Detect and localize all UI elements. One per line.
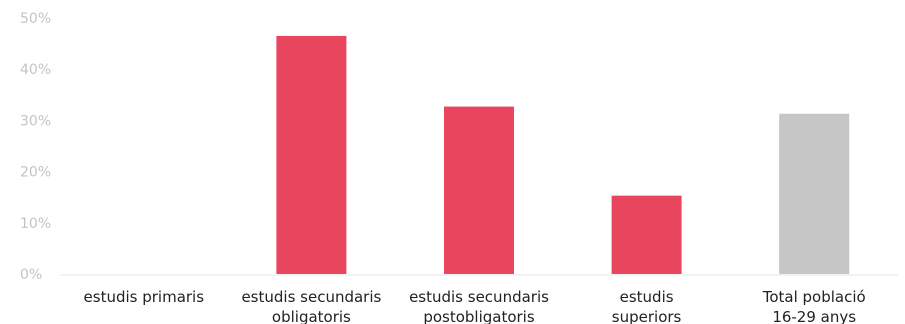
x-tick-label-line: estudis secundaris bbox=[241, 288, 381, 306]
x-tick-label: estudis secundaris obligatoris bbox=[241, 288, 381, 324]
x-tick-label-line: obligatoris bbox=[272, 308, 351, 324]
bar bbox=[611, 195, 682, 274]
bar bbox=[444, 106, 514, 275]
x-tick-label-line: estudis bbox=[620, 288, 674, 306]
y-tick-label: 10% bbox=[20, 216, 51, 232]
x-tick-label: estudis superiors bbox=[612, 288, 682, 324]
x-tick-label-line: estudis secundaris bbox=[409, 288, 549, 306]
y-tick-label: 40% bbox=[20, 62, 51, 78]
y-tick-label: 0% bbox=[20, 267, 42, 283]
x-tick-label-line: Total població bbox=[762, 288, 866, 306]
bars bbox=[276, 35, 850, 275]
x-tick-label: Total població 16-29 anys bbox=[762, 288, 866, 324]
y-tick-label: 20% bbox=[20, 165, 51, 181]
x-tick-label-line: 16-29 anys bbox=[772, 308, 856, 324]
x-tick-label: estudis primaris bbox=[84, 288, 205, 306]
y-tick-label: 30% bbox=[20, 113, 51, 129]
x-tick-label-line: superiors bbox=[612, 308, 682, 324]
x-tick-label-line: postobligatoris bbox=[423, 308, 535, 324]
x-tick-label-line: estudis primaris bbox=[84, 288, 205, 306]
y-tick-label: 50% bbox=[20, 11, 51, 27]
bar bbox=[276, 35, 347, 274]
bar bbox=[779, 113, 850, 274]
y-axis-ticks: 0% 10% 20% 30% 40% 50% bbox=[20, 11, 51, 283]
x-tick-label: estudis secundaris postobligatoris bbox=[409, 288, 549, 324]
x-axis-ticks: estudis primaris estudis secundaris obliga… bbox=[84, 288, 866, 324]
